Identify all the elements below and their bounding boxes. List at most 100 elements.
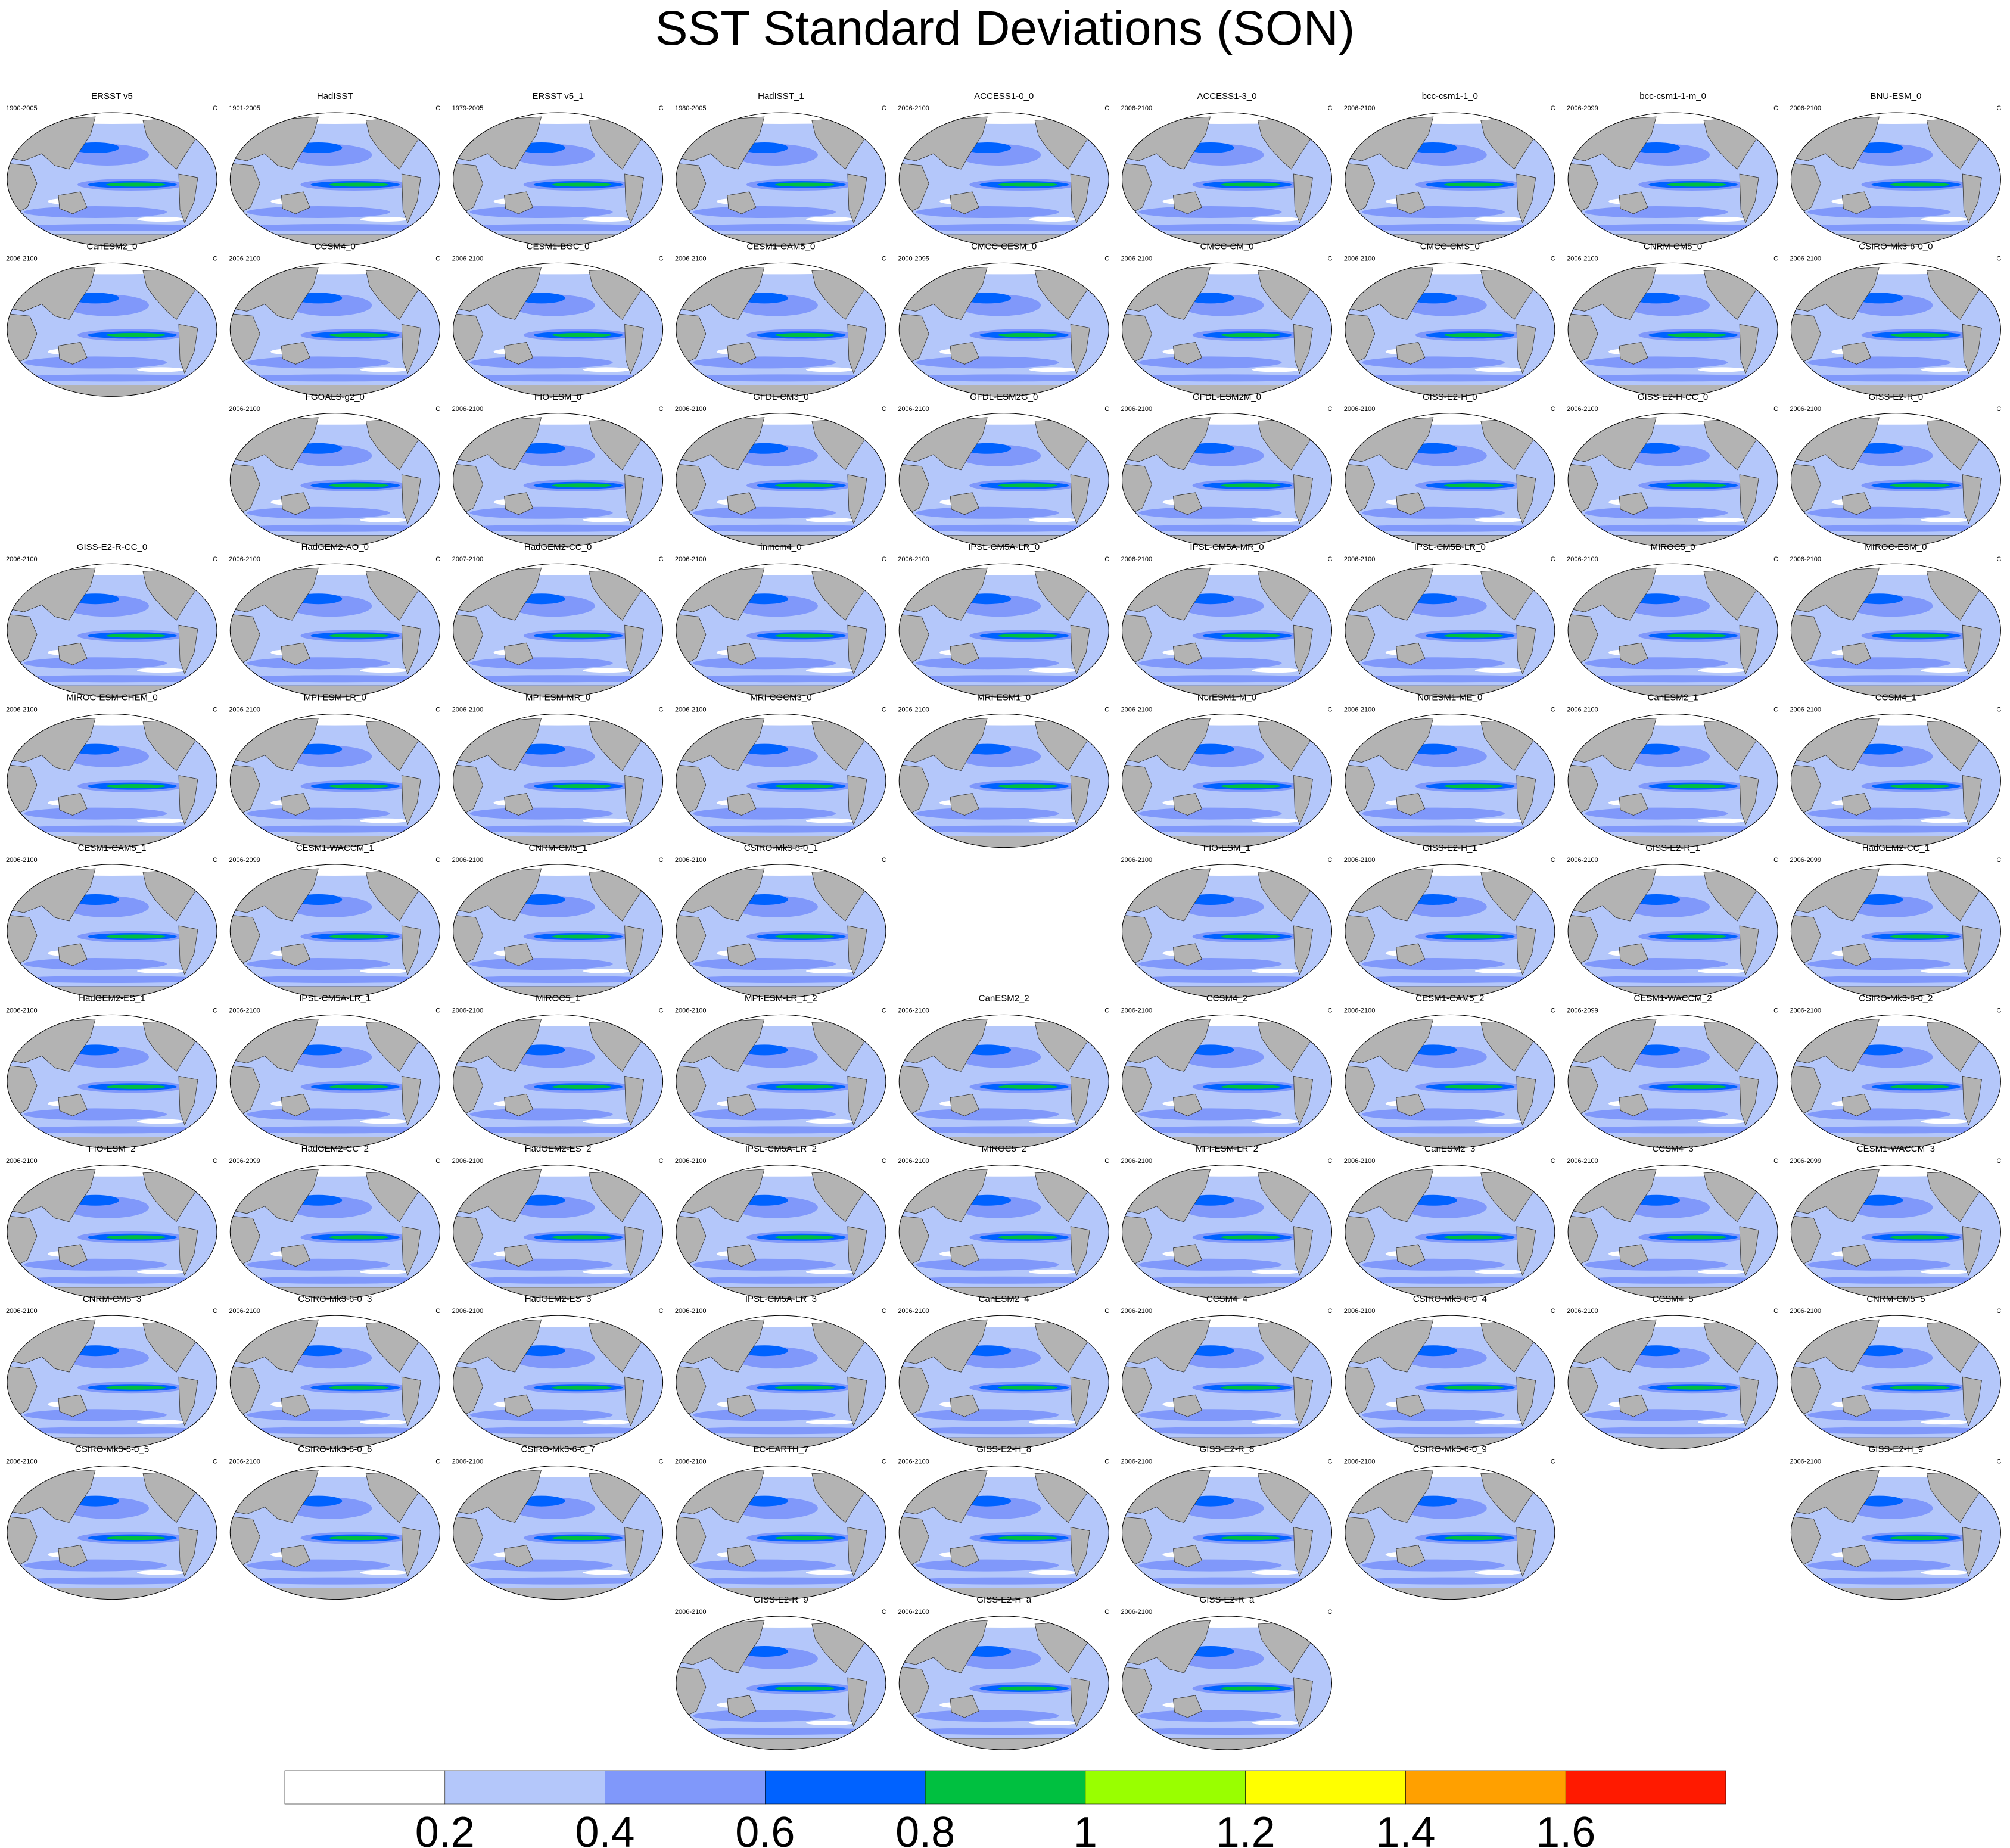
panel-title: MPI-ESM-LR_0 [304,693,366,703]
panel-period: 2006-2100 [452,1458,484,1466]
panel-title: ACCESS1-0_0 [974,91,1034,101]
panel-title: HadGEM2-CC_0 [524,542,592,552]
map-panel: CCSM4_3 2006-2100 C [1567,1144,1779,1299]
panel-title: CNRM-CM5_5 [1866,1294,1925,1304]
panel-units: C [1328,556,1333,563]
panel-units: C [435,556,440,563]
panel-units: C [1773,556,1778,563]
panel-units: C [1551,556,1555,563]
panel-title: CCSM4_0 [315,241,356,251]
map [675,1616,887,1750]
map-panel: GISS-E2-H_0 2006-2100 C [1343,392,1556,547]
map-panel: CCSM4_0 2006-2100 C [229,241,441,397]
panel-title: IPSL-CM5A-LR_2 [745,1144,817,1154]
panel-period: 2006-2100 [898,1308,929,1315]
panel-units: C [1104,406,1109,413]
map-panel: CCSM4_5 2006-2100 C [1567,1294,1779,1449]
panel-period: 2006-2100 [675,1609,707,1616]
panel-title: CSIRO-Mk3-6-0_9 [1413,1445,1487,1455]
panel-units: C [659,105,664,112]
panel-units: C [213,255,217,262]
panel-title: CMCC-CESM_0 [971,241,1037,251]
panel-period: 2006-2100 [675,255,707,262]
panel-units: C [1996,857,2001,864]
panel-period: 2006-2100 [1344,556,1376,563]
map-panel: CSIRO-Mk3-6-0_7 2006-2100 C [452,1445,664,1600]
panel-period: 2006-2100 [898,1158,929,1165]
map [898,413,1110,547]
map [6,112,218,247]
panel-units: C [435,707,440,714]
panel-period: 2006-2100 [452,1007,484,1014]
panel-title: CCSM4_4 [1206,1294,1247,1304]
panel-title: GISS-E2-R_1 [1645,843,1700,853]
panel-units: C [882,857,886,864]
map [898,1466,1110,1600]
map [1567,714,1779,848]
map-panel: FIO-ESM_1 2006-2100 C [1121,843,1333,998]
panel-units: C [1551,105,1555,112]
map-panel: CSIRO-Mk3-6-0_2 2006-2100 C [1790,993,2002,1149]
map-panel: CMCC-CESM_0 2000-2095 C [898,241,1110,397]
map-panel: HadGEM2-ES_2 2006-2100 C [452,1144,664,1299]
figure-title: SST Standard Deviations (SON) [655,1,1355,55]
map [452,1014,664,1149]
panel-units: C [1328,707,1333,714]
map [1121,714,1333,848]
map-panel: CNRM-CM5_5 2006-2100 C [1790,1294,2002,1449]
map-panel: CESM1-CAM5_2 2006-2100 C [1343,993,1556,1149]
map [675,262,887,397]
panel-units: C [1104,1308,1109,1315]
map [1790,413,2002,547]
panel-title: CSIRO-Mk3-6-0_3 [298,1294,372,1304]
panel-units: C [1996,1158,2001,1165]
panel-title: MRI-ESM1_0 [977,693,1031,703]
panel-units: C [1996,556,2001,563]
panel-units: C [1773,1007,1778,1014]
map [1121,1466,1333,1600]
map-panel: ACCESS1-0_0 2006-2100 C [898,91,1110,247]
panel-period: 2006-2100 [898,1609,929,1616]
panel-title: CSIRO-Mk3-6-0_4 [1413,1294,1487,1304]
panel-units: C [1996,1007,2001,1014]
panel-title: CNRM-CM5_1 [528,843,587,853]
panel-title: CanESM2_3 [1424,1144,1475,1154]
map [1344,262,1556,397]
panel-period: 2006-2100 [1121,707,1153,714]
map-panel: CESM1-WACCM_3 2006-2099 C [1790,1144,2002,1299]
panel-period: 2006-2100 [675,556,707,563]
map [229,413,441,547]
map-panel: MPI-ESM-LR_1_2 2006-2100 C [674,993,887,1149]
panel-title: MIROC-ESM-CHEM_0 [66,693,157,703]
panel-title: CMCC-CM_0 [1200,241,1254,251]
panel-title: CCSM4_5 [1652,1294,1693,1304]
panel-period: 1900-2005 [6,105,38,112]
map [898,1315,1110,1449]
panel-period: 2006-2099 [1567,1007,1598,1014]
map [6,714,218,848]
map-panel: MIROC5_2 2006-2100 C [898,1144,1110,1299]
panel-units: C [882,105,886,112]
panel-title: NorESM1-M_0 [1197,693,1256,703]
map [1790,714,2002,848]
panel-title: GISS-E2-R_9 [754,1595,808,1605]
map-panel: CMCC-CM_0 2006-2100 C [1121,241,1333,397]
map [6,1165,218,1299]
panel-title: ERSST v5 [91,91,133,101]
panel-period: 2006-2100 [229,1458,260,1466]
map [1567,1315,1779,1449]
panel-period: 2006-2100 [1790,255,1821,262]
panel-title: GISS-E2-R_8 [1200,1445,1255,1455]
panel-title: MPI-ESM-LR_2 [1196,1144,1258,1154]
map-panel: CSIRO-Mk3-6-0_3 2006-2100 C [229,1294,441,1449]
panel-title: bcc-csm1-1-m_0 [1639,91,1706,101]
map-panel: GISS-E2-R_0 2006-2100 C [1790,392,2002,547]
map [1790,112,2002,247]
map [1344,864,1556,998]
map-panel: NorESM1-M_0 2006-2100 C [1121,693,1333,848]
map [6,1014,218,1149]
panel-units: C [213,1007,217,1014]
map [1790,1315,2002,1449]
panel-units: C [1551,707,1555,714]
map-panel: CNRM-CM5_1 2006-2100 C [452,843,664,998]
